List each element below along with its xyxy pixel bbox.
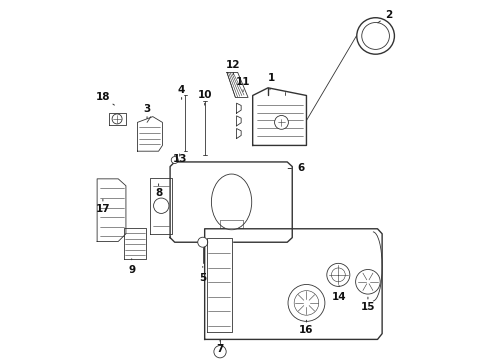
Polygon shape [150, 178, 172, 234]
Circle shape [198, 237, 208, 247]
Text: 9: 9 [128, 259, 135, 275]
Text: 8: 8 [155, 184, 162, 198]
Circle shape [112, 114, 122, 124]
Text: 12: 12 [226, 60, 241, 75]
Text: 6: 6 [288, 163, 304, 174]
Polygon shape [227, 72, 248, 98]
Polygon shape [253, 88, 306, 145]
Circle shape [356, 270, 380, 294]
Ellipse shape [357, 18, 394, 54]
Circle shape [171, 157, 178, 163]
Text: 14: 14 [332, 285, 346, 302]
Ellipse shape [362, 23, 390, 49]
Text: 5: 5 [199, 266, 206, 283]
Polygon shape [237, 129, 241, 139]
Polygon shape [170, 162, 292, 242]
Polygon shape [124, 228, 147, 259]
Polygon shape [205, 229, 382, 339]
Text: 1: 1 [268, 73, 275, 90]
Text: 7: 7 [217, 339, 224, 354]
Text: 16: 16 [299, 320, 314, 335]
Polygon shape [97, 179, 126, 242]
Text: 18: 18 [96, 93, 114, 105]
Polygon shape [237, 103, 241, 113]
Polygon shape [109, 113, 126, 125]
Ellipse shape [211, 174, 252, 230]
Polygon shape [207, 238, 232, 332]
Circle shape [331, 268, 345, 282]
Text: 13: 13 [172, 154, 187, 164]
Text: 10: 10 [197, 90, 212, 105]
Circle shape [294, 291, 319, 315]
Circle shape [214, 346, 226, 358]
Circle shape [153, 198, 169, 213]
Text: 17: 17 [96, 199, 110, 214]
Text: 11: 11 [236, 77, 250, 92]
Circle shape [327, 264, 350, 287]
Circle shape [288, 284, 325, 321]
Text: 4: 4 [178, 85, 185, 99]
Polygon shape [138, 117, 162, 151]
Polygon shape [237, 116, 241, 126]
Text: 2: 2 [378, 10, 392, 23]
Circle shape [274, 116, 289, 129]
Text: 3: 3 [144, 104, 151, 118]
Text: 15: 15 [361, 297, 375, 312]
